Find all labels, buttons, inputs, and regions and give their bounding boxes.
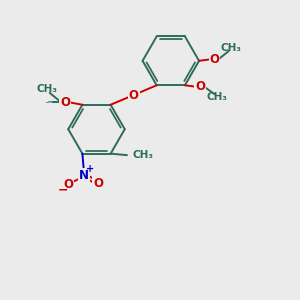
Text: +: + — [86, 164, 94, 173]
Text: methoxy: methoxy — [47, 101, 54, 102]
Text: O: O — [209, 53, 220, 66]
Text: CH₃: CH₃ — [206, 92, 227, 102]
Text: N: N — [79, 169, 89, 182]
Text: O: O — [63, 178, 74, 191]
Text: CH₃: CH₃ — [220, 43, 241, 53]
Text: O: O — [60, 96, 70, 109]
Text: −: − — [57, 183, 68, 196]
Text: methoxy: methoxy — [46, 102, 52, 103]
Text: O: O — [93, 177, 103, 190]
Text: CH₃: CH₃ — [37, 84, 58, 94]
Text: O: O — [195, 80, 206, 93]
Text: CH₃: CH₃ — [132, 150, 153, 160]
Text: O: O — [129, 88, 139, 101]
